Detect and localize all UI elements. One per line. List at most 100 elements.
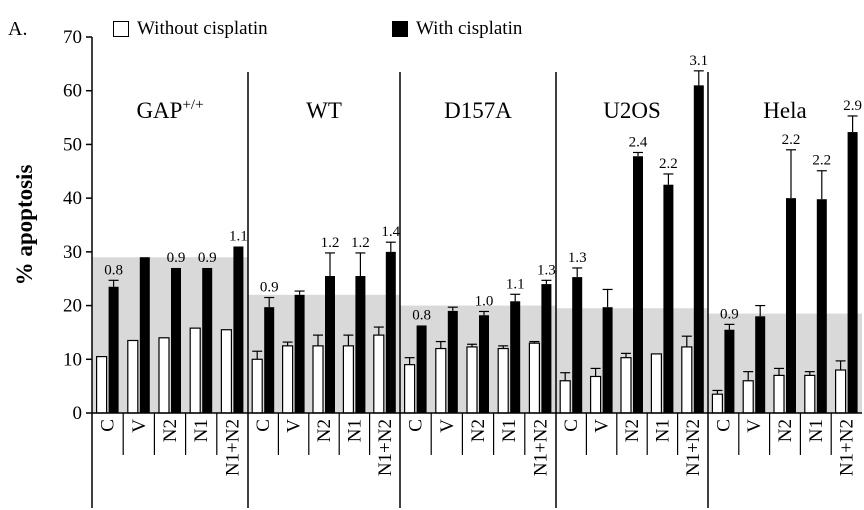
- fold-change-label: 1.2: [351, 235, 370, 251]
- y-tick-label: 0: [73, 403, 83, 424]
- y-tick-label: 70: [63, 27, 82, 48]
- fold-change-label: 1.0: [475, 293, 494, 309]
- bar-without-cisplatin: [220, 329, 232, 414]
- group-title: WT: [306, 98, 342, 123]
- bar-with-cisplatin: [479, 315, 489, 413]
- bar-with-cisplatin: [294, 294, 305, 413]
- category-label: N2: [314, 419, 335, 442]
- bar-without-cisplatin: [251, 358, 263, 414]
- category-label: N1: [344, 419, 365, 442]
- category-label: C: [713, 419, 734, 432]
- legend-swatch-white: [113, 21, 129, 37]
- fold-change-label: 0.8: [104, 262, 123, 278]
- bar-without-cisplatin: [342, 345, 354, 414]
- fold-change-label: 1.4: [381, 224, 400, 240]
- bar-with-cisplatin: [139, 257, 150, 413]
- bar-without-cisplatin: [773, 374, 785, 414]
- y-tick-label: 50: [63, 134, 82, 155]
- category-label: N1+N2: [222, 419, 243, 476]
- category-label: N1: [652, 419, 673, 442]
- bar-with-cisplatin: [447, 310, 458, 413]
- bar-without-cisplatin: [189, 327, 201, 414]
- category-label: N2: [160, 419, 181, 442]
- fold-change-label: 2.4: [629, 134, 648, 150]
- legend-swatch-black: [392, 21, 408, 37]
- panel-label: A.: [8, 18, 28, 40]
- legend-label: With cisplatin: [416, 18, 523, 39]
- fold-change-label: 1.1: [506, 276, 525, 292]
- category-label: N2: [622, 419, 643, 442]
- bar-with-cisplatin: [416, 325, 427, 413]
- bar-without-cisplatin: [834, 369, 847, 414]
- y-tick-label: 40: [63, 188, 82, 209]
- category-label: V: [744, 419, 765, 433]
- group-title: D157A: [444, 98, 512, 123]
- y-tick-label: 60: [63, 81, 82, 102]
- bar-without-cisplatin: [404, 364, 416, 414]
- category-label: V: [129, 419, 150, 433]
- bar-without-cisplatin: [158, 337, 170, 414]
- bar-without-cisplatin: [435, 347, 447, 414]
- bar-without-cisplatin: [466, 346, 478, 414]
- fold-change-label: 1.3: [568, 250, 587, 266]
- bar-with-cisplatin: [786, 198, 796, 413]
- bar-with-cisplatin: [355, 276, 366, 413]
- bar-with-cisplatin: [264, 307, 275, 413]
- bar-without-cisplatin: [373, 334, 385, 414]
- legend-item-with-cisplatin: With cisplatin: [392, 18, 522, 40]
- fold-change-label: 2.9: [843, 98, 862, 114]
- category-label: V: [437, 419, 458, 433]
- bar-with-cisplatin: [816, 199, 827, 413]
- bar-with-cisplatin: [510, 301, 521, 413]
- y-axis-title: % apoptosis: [12, 165, 37, 286]
- bar-with-cisplatin: [325, 276, 335, 413]
- bar-without-cisplatin: [681, 346, 693, 414]
- bar-without-cisplatin: [742, 380, 754, 414]
- category-label: N1: [191, 419, 212, 442]
- category-label: C: [98, 419, 119, 432]
- fold-change-label: 2.2: [659, 156, 678, 172]
- fold-change-label: 0.9: [720, 306, 739, 322]
- bar-without-cisplatin: [589, 375, 602, 414]
- fold-change-label: 0.8: [412, 307, 431, 323]
- group-title: U2OS: [603, 98, 661, 123]
- bar-with-cisplatin: [385, 251, 396, 413]
- legend-label: Without cisplatin: [137, 18, 268, 39]
- category-label: V: [284, 419, 305, 433]
- category-label: N1: [806, 419, 827, 442]
- bar-without-cisplatin: [95, 356, 108, 414]
- bars: [95, 70, 858, 414]
- bar-with-cisplatin: [171, 267, 181, 413]
- category-label: C: [561, 419, 582, 432]
- fold-change-label: 2.2: [782, 132, 801, 148]
- category-label: N2: [775, 419, 796, 442]
- bar-with-cisplatin: [233, 246, 244, 413]
- bar-without-cisplatin: [528, 342, 541, 414]
- category-label: N1+N2: [530, 419, 551, 476]
- bar-without-cisplatin: [312, 345, 324, 414]
- fold-change-label: 1.1: [229, 228, 248, 244]
- bar-with-cisplatin: [847, 132, 858, 413]
- legend-item-without-cisplatin: Without cisplatin: [113, 18, 268, 40]
- category-label: N2: [468, 419, 489, 442]
- bar-with-cisplatin: [693, 85, 704, 413]
- fold-change-label: 1.2: [321, 235, 340, 251]
- fold-change-label: 1.3: [537, 262, 556, 278]
- bar-with-cisplatin: [633, 156, 643, 413]
- category-label: N1+N2: [837, 419, 858, 476]
- y-tick-label: 20: [63, 296, 82, 317]
- group-title: GAP+/+: [136, 97, 203, 123]
- bar-with-cisplatin: [724, 329, 735, 413]
- category-label: N1: [499, 419, 520, 442]
- category-label: N1+N2: [683, 419, 704, 476]
- bar-with-cisplatin: [755, 316, 766, 413]
- category-label: V: [592, 419, 613, 433]
- bar-with-cisplatin: [572, 277, 583, 413]
- bar-without-cisplatin: [620, 357, 632, 414]
- fold-change-label: 0.9: [260, 280, 279, 296]
- fold-change-label: 0.9: [198, 250, 217, 266]
- fold-change-label: 2.2: [812, 153, 831, 169]
- bar-without-cisplatin: [559, 380, 571, 414]
